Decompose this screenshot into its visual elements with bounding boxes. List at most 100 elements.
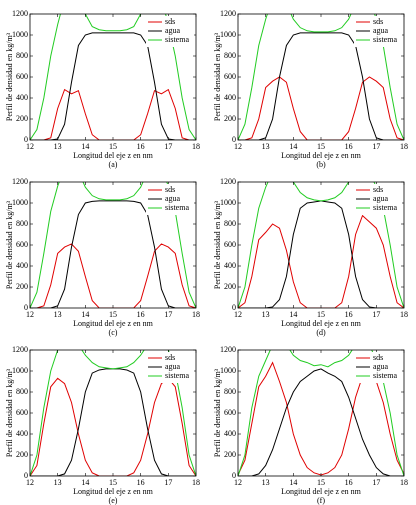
x-tick-label: 15: [317, 310, 325, 319]
y-tick-label: 1000: [220, 30, 236, 39]
y-tick-label: 800: [224, 387, 236, 396]
y-tick-label: 0: [24, 471, 28, 480]
y-tick-label: 400: [16, 429, 28, 438]
y-tick-label: 1000: [12, 30, 28, 39]
y-tick-label: 0: [24, 135, 28, 144]
x-tick-label: 12: [26, 478, 34, 487]
x-tick-label: 16: [137, 310, 145, 319]
y-tick-label: 200: [224, 450, 236, 459]
legend-label: sistema: [165, 371, 189, 380]
x-tick-label: 17: [372, 310, 380, 319]
y-tick-label: 400: [16, 261, 28, 270]
x-tick-label: 15: [317, 142, 325, 151]
x-tick-label: 12: [234, 478, 242, 487]
panel-caption: (f): [317, 496, 325, 505]
x-tick-label: 16: [345, 142, 353, 151]
x-tick-label: 12: [234, 142, 242, 151]
series-line: [30, 200, 196, 308]
legend-label: agua: [165, 26, 181, 35]
panel-caption: (c): [109, 328, 118, 337]
y-axis-label: Perfil de densidad en kg/m³: [5, 368, 14, 457]
x-tick-label: 17: [164, 142, 172, 151]
y-tick-label: 800: [224, 51, 236, 60]
x-axis-label: Longitud del eje z en nm: [73, 487, 154, 496]
legend-label: agua: [165, 194, 181, 203]
series-line: [238, 76, 404, 140]
panel-caption: (d): [316, 328, 326, 337]
x-tick-label: 12: [26, 310, 34, 319]
x-tick-label: 12: [26, 142, 34, 151]
y-tick-label: 800: [16, 219, 28, 228]
y-tick-label: 600: [224, 72, 236, 81]
y-tick-label: 1200: [12, 9, 28, 18]
y-tick-label: 1000: [220, 198, 236, 207]
x-tick-label: 14: [81, 142, 89, 151]
panel-caption: (a): [109, 160, 118, 169]
x-tick-label: 15: [109, 142, 117, 151]
x-tick-label: 17: [164, 478, 172, 487]
y-tick-label: 200: [16, 450, 28, 459]
y-tick-label: 0: [232, 135, 236, 144]
y-tick-label: 800: [224, 219, 236, 228]
x-tick-label: 17: [372, 142, 380, 151]
x-tick-label: 14: [289, 142, 297, 151]
panel: 0 200 400 600 800 1000 1200 12 13 14 15 16 17 18 Longi…: [213, 9, 408, 169]
x-tick-label: 16: [345, 478, 353, 487]
y-tick-label: 600: [224, 408, 236, 417]
x-tick-label: 16: [137, 142, 145, 151]
y-tick-label: 600: [224, 240, 236, 249]
x-tick-label: 16: [137, 478, 145, 487]
x-tick-label: 16: [345, 310, 353, 319]
panel-caption: (b): [316, 160, 326, 169]
series-line: [238, 214, 404, 308]
series-line: [238, 368, 404, 476]
legend-label: agua: [373, 362, 389, 371]
y-axis-label: Perfil de densidad en kg/m³: [213, 200, 222, 289]
y-tick-label: 800: [16, 387, 28, 396]
y-tick-label: 200: [224, 282, 236, 291]
y-tick-label: 600: [16, 72, 28, 81]
y-tick-label: 1200: [220, 177, 236, 186]
x-tick-label: 18: [192, 142, 200, 151]
y-tick-label: 1000: [12, 198, 28, 207]
x-axis-label: Longitud del eje z en nm: [73, 151, 154, 160]
legend-label: sistema: [165, 35, 189, 44]
x-axis-label: Longitud del eje z en nm: [281, 487, 362, 496]
x-tick-label: 13: [54, 478, 62, 487]
legend-label: sistema: [165, 203, 189, 212]
legend-label: sistema: [373, 371, 397, 380]
x-tick-label: 13: [262, 478, 270, 487]
legend-label: sds: [373, 353, 383, 362]
x-tick-label: 17: [372, 478, 380, 487]
x-axis-label: Longitud del eje z en nm: [281, 319, 362, 328]
legend-label: sds: [165, 185, 175, 194]
x-tick-label: 13: [54, 310, 62, 319]
legend-label: sds: [373, 17, 383, 26]
series-line: [30, 350, 196, 476]
x-axis-label: Longitud del eje z en nm: [281, 151, 362, 160]
y-axis-label: Perfil de densidad en kg/m³: [213, 368, 222, 457]
x-tick-label: 14: [289, 478, 297, 487]
legend-label: sds: [165, 17, 175, 26]
x-tick-label: 15: [317, 478, 325, 487]
legend-label: agua: [373, 194, 389, 203]
y-axis-label: Perfil de densidad en kg/m³: [5, 200, 14, 289]
x-tick-label: 18: [192, 478, 200, 487]
y-tick-label: 0: [232, 303, 236, 312]
series-line: [238, 200, 404, 308]
series-line: [30, 377, 196, 476]
x-tick-label: 18: [400, 142, 408, 151]
y-tick-label: 1200: [12, 177, 28, 186]
series-line: [238, 32, 404, 140]
y-tick-label: 600: [16, 408, 28, 417]
x-tick-label: 13: [262, 310, 270, 319]
x-tick-label: 14: [289, 310, 297, 319]
y-tick-label: 600: [16, 240, 28, 249]
series-line: [30, 243, 196, 308]
x-tick-label: 18: [192, 310, 200, 319]
x-tick-label: 15: [109, 478, 117, 487]
y-axis-label: Perfil de densidad en kg/m³: [5, 32, 14, 121]
y-tick-label: 400: [224, 429, 236, 438]
legend-label: sds: [373, 185, 383, 194]
